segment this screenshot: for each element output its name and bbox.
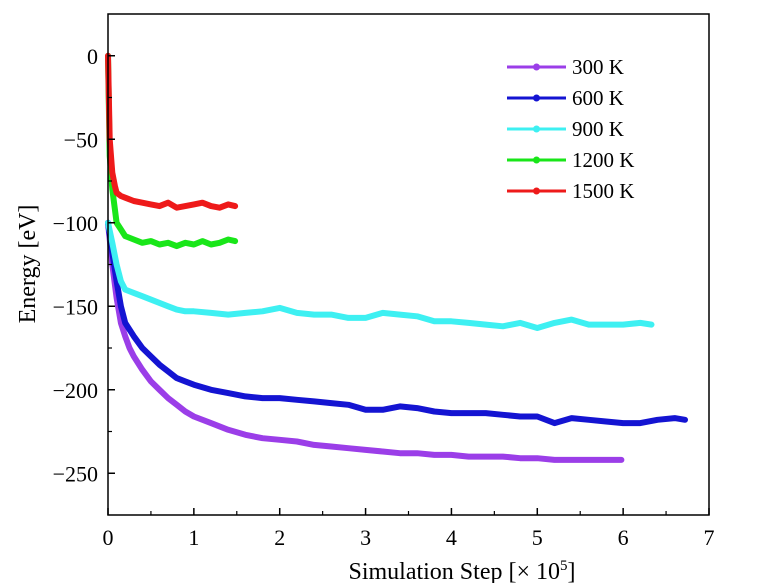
x-tick-label-4: 4: [446, 525, 457, 550]
x-tick-label-6: 6: [618, 525, 629, 550]
legend-item-2: 900 K: [507, 117, 624, 141]
series-line-1: [105, 219, 688, 427]
x-tick-label-3: 3: [360, 525, 371, 550]
y-tick-label-5: −250: [53, 461, 98, 486]
x-tick-label-1: 1: [188, 525, 199, 550]
x-tick-label-7: 7: [704, 525, 715, 550]
y-tick-label-0: 0: [87, 44, 98, 69]
series-line-2: [105, 219, 655, 331]
legend-label-3: 1200 K: [572, 148, 634, 172]
legend-label-1: 600 K: [572, 86, 624, 110]
x-tick-label-5: 5: [532, 525, 543, 550]
series-line-4: [105, 52, 239, 211]
x-axis-title-tail: ]: [568, 559, 576, 583]
ticks-layer: 0 1 2 3 4 5 6 7 0 −50 −100 −150 −200 −250: [53, 44, 715, 550]
legend-swatch-marker-4: [533, 187, 540, 195]
legend-item-1: 600 K: [507, 86, 624, 110]
x-tick-label-2: 2: [274, 525, 285, 550]
y-tick-label-1: −50: [64, 127, 98, 152]
y-tick-label-2: −100: [53, 211, 98, 236]
y-tick-label-4: −200: [53, 378, 98, 403]
legend-swatch-marker-0: [533, 63, 540, 71]
legend-swatch-marker-2: [533, 125, 540, 133]
x-axis-title-exponent: 5: [560, 558, 568, 574]
legend-item-3: 1200 K: [507, 148, 634, 172]
y-axis-title: Energy [eV]: [15, 205, 41, 324]
legend-label-4: 1500 K: [572, 179, 634, 203]
legend-label-2: 900 K: [572, 117, 624, 141]
legend-swatch-marker-3: [533, 156, 540, 164]
x-axis-title-main: Simulation Step [× 10: [348, 559, 560, 583]
legend: 300 K 600 K 900 K 1200 K 1500 K: [507, 55, 634, 203]
series-line-0: [105, 219, 625, 463]
x-tick-label-0: 0: [103, 525, 114, 550]
series-layer: [105, 52, 688, 463]
y-tick-label-3: −150: [53, 294, 98, 319]
legend-item-0: 300 K: [507, 55, 624, 79]
legend-item-4: 1500 K: [507, 179, 634, 203]
x-axis-title: Simulation Step [× 105]: [348, 558, 575, 583]
series-line-3: [105, 52, 239, 250]
legend-label-0: 300 K: [572, 55, 624, 79]
legend-swatch-marker-1: [533, 94, 540, 102]
